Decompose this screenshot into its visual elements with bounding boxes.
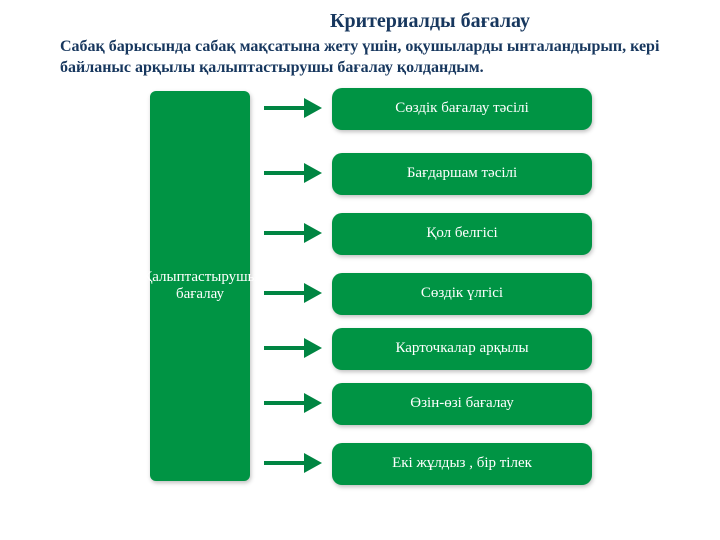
method-box-1: Бағдаршам тәсілі: [332, 153, 592, 195]
method-label: Қол белгісі: [426, 225, 497, 242]
method-box-3: Сөздік үлгісі: [332, 273, 592, 315]
source-box: Қалыптастырушы бағалау: [150, 91, 250, 481]
method-box-2: Қол белгісі: [332, 213, 592, 255]
page-subtitle: Сабақ барысында сабақ мақсатына жету үші…: [0, 33, 720, 83]
method-label: Сөздік бағалау тәсілі: [395, 100, 529, 117]
arrow-4: [264, 338, 324, 358]
method-box-5: Өзін-өзі бағалау: [332, 383, 592, 425]
arrow-1: [264, 163, 324, 183]
arrow-0: [264, 98, 324, 118]
arrow-2: [264, 223, 324, 243]
method-box-0: Сөздік бағалау тәсілі: [332, 88, 592, 130]
assessment-diagram: Қалыптастырушы бағалау Сөздік бағалау тә…: [0, 83, 720, 523]
method-box-4: Карточкалар арқылы: [332, 328, 592, 370]
method-label: Карточкалар арқылы: [395, 340, 528, 357]
arrow-3: [264, 283, 324, 303]
method-label: Сөздік үлгісі: [421, 285, 503, 302]
arrow-6: [264, 453, 324, 473]
method-label: Екі жұлдыз , бір тілек: [392, 455, 532, 472]
page-title: Критериалды бағалау: [0, 0, 720, 33]
method-label: Бағдаршам тәсілі: [407, 165, 517, 182]
method-box-6: Екі жұлдыз , бір тілек: [332, 443, 592, 485]
method-label: Өзін-өзі бағалау: [410, 395, 513, 412]
arrow-5: [264, 393, 324, 413]
source-label: Қалыптастырушы бағалау: [142, 269, 258, 303]
